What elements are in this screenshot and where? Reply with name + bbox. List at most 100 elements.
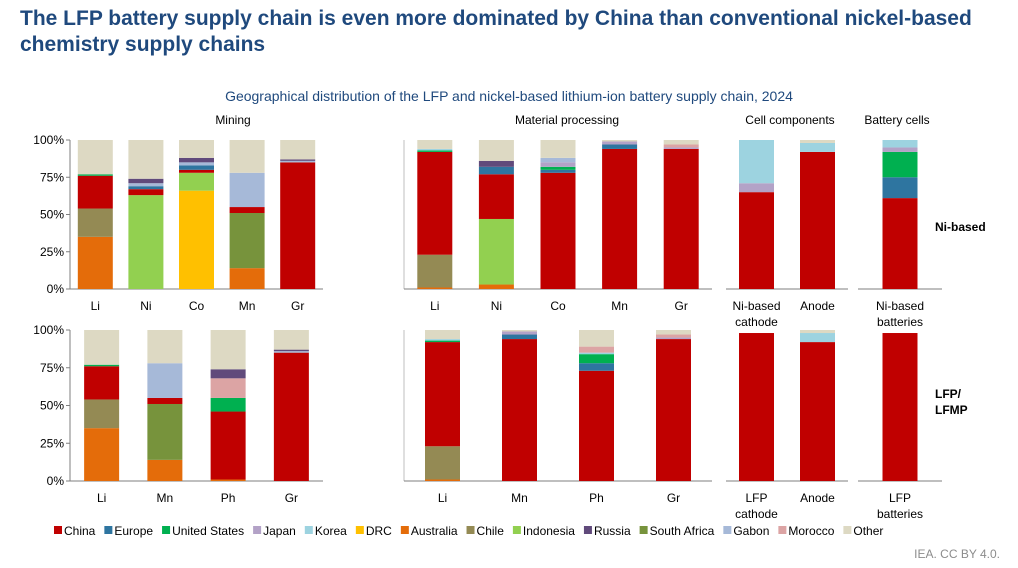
bar-segment-europe xyxy=(579,363,614,371)
bar-segment-other xyxy=(84,330,120,365)
legend-swatch-chile xyxy=(466,526,475,534)
bar-segment-korea xyxy=(579,352,614,355)
bar-segment-russia xyxy=(478,160,514,167)
bar-segment-united-states xyxy=(210,397,246,412)
bar-segment-other xyxy=(425,330,460,340)
x-tick-label: cathode xyxy=(735,507,778,521)
bar-segment-china xyxy=(478,174,514,219)
x-tick-label: Gr xyxy=(285,491,298,505)
bar-segment-other xyxy=(417,140,453,149)
bar-segment-united-states xyxy=(417,150,453,152)
row-label: LFP/ xyxy=(935,387,962,401)
bar-segment-china xyxy=(882,198,918,289)
legend-swatch-drc xyxy=(355,526,364,534)
bar-segment-indonesia xyxy=(179,172,214,191)
bar-segment-china xyxy=(280,162,316,289)
bar-segment-united-states xyxy=(579,354,614,364)
bar-segment-china xyxy=(800,342,835,481)
bar-segment-russia xyxy=(210,369,246,379)
legend-swatch-korea xyxy=(304,526,313,534)
bar-segment-korea xyxy=(800,142,835,152)
x-tick-label: LFP xyxy=(745,491,767,505)
bar-segment-other xyxy=(478,140,514,161)
bar-segment-australia xyxy=(417,287,453,289)
bar-segment-morocco xyxy=(656,334,691,338)
bar-segment-japan xyxy=(656,337,691,340)
bar-segment-drc xyxy=(179,190,214,289)
y-tick-label: 75% xyxy=(40,361,64,375)
legend-label-drc: DRC xyxy=(366,524,392,538)
legend-swatch-china xyxy=(54,526,62,534)
x-tick-label: Ph xyxy=(589,491,604,505)
bar-segment-gabon xyxy=(229,172,265,208)
bar-segment-korea xyxy=(417,148,453,151)
bar-segment-china xyxy=(579,370,614,481)
section-label-battery-cells: Battery cells xyxy=(864,113,929,127)
bar-segment-china xyxy=(229,207,265,214)
bar-segment-china xyxy=(663,148,699,289)
bar-segment-other xyxy=(128,140,164,179)
bar-segment-other xyxy=(800,140,835,143)
x-tick-label: Ni-based xyxy=(876,299,924,313)
bar-segment-europe xyxy=(602,144,638,149)
bar-segment-chile xyxy=(425,446,460,480)
legend-swatch-europe xyxy=(104,526,113,534)
bar-segment-gabon xyxy=(280,160,316,163)
bar-segment-chile xyxy=(417,254,453,288)
bar-segment-japan xyxy=(663,147,699,149)
legend-label-morocco: Morocco xyxy=(788,524,834,538)
bar-segment-korea xyxy=(800,333,835,343)
legend-label-japan: Japan xyxy=(263,524,296,538)
legend-label-australia: Australia xyxy=(411,524,458,538)
section-label-mining: Mining xyxy=(215,113,250,127)
bar-segment-other xyxy=(502,330,537,332)
x-tick-label: Co xyxy=(550,299,566,313)
legend-label-europe: Europe xyxy=(114,524,153,538)
source-credit: IEA. CC BY 4.0. xyxy=(914,547,1000,561)
y-tick-label: 50% xyxy=(40,208,64,222)
bar-segment-other xyxy=(656,330,691,335)
bar-segment-south-africa xyxy=(147,403,183,460)
x-tick-label: Mn xyxy=(511,491,528,505)
bar-segment-indonesia xyxy=(128,195,164,289)
bar-segment-europe xyxy=(478,166,514,175)
x-tick-label: Li xyxy=(430,299,439,313)
bar-segment-australia xyxy=(77,236,113,289)
x-tick-label: Mn xyxy=(157,491,174,505)
bar-segment-gabon xyxy=(128,183,164,187)
bar-segment-europe xyxy=(502,334,537,340)
bar-segment-gabon xyxy=(273,351,309,353)
y-tick-label: 50% xyxy=(40,399,64,413)
bar-segment-other xyxy=(602,140,638,142)
x-tick-label: Li xyxy=(91,299,100,313)
bar-segment-other xyxy=(273,330,309,350)
y-tick-label: 75% xyxy=(40,170,64,184)
plot-area: Mining Material processing Cell components… xyxy=(33,113,985,521)
y-tick-label: 25% xyxy=(40,436,64,450)
bar-segment-other xyxy=(147,330,183,364)
bar-segment-japan xyxy=(602,141,638,145)
bar-segment-australia xyxy=(210,479,246,481)
legend-swatch-russia xyxy=(583,526,592,534)
bar-segment-china xyxy=(210,411,246,480)
bar-segment-russia xyxy=(280,159,316,161)
bar-segment-china xyxy=(417,151,453,255)
legend-label-indonesia: Indonesia xyxy=(523,524,575,538)
bar-segment-other xyxy=(229,140,265,173)
bar-segment-chile xyxy=(77,208,113,237)
legend-swatch-south-africa xyxy=(639,526,648,534)
legend-label-korea: Korea xyxy=(315,524,347,538)
bar-segment-europe xyxy=(128,186,164,190)
bar-segment-china xyxy=(502,339,537,481)
bar-segment-morocco xyxy=(210,378,246,398)
legend-label-russia: Russia xyxy=(594,524,631,538)
x-tick-label: Gr xyxy=(667,491,680,505)
chart-subtitle: Geographical distribution of the LFP and… xyxy=(225,88,793,104)
x-tick-label: Mn xyxy=(611,299,628,313)
legend-label-gabon: Gabon xyxy=(733,524,769,538)
x-tick-label: Ni xyxy=(491,299,502,313)
legend-swatch-morocco xyxy=(778,526,787,534)
x-tick-label: Gr xyxy=(675,299,688,313)
bar-segment-other xyxy=(800,330,835,334)
